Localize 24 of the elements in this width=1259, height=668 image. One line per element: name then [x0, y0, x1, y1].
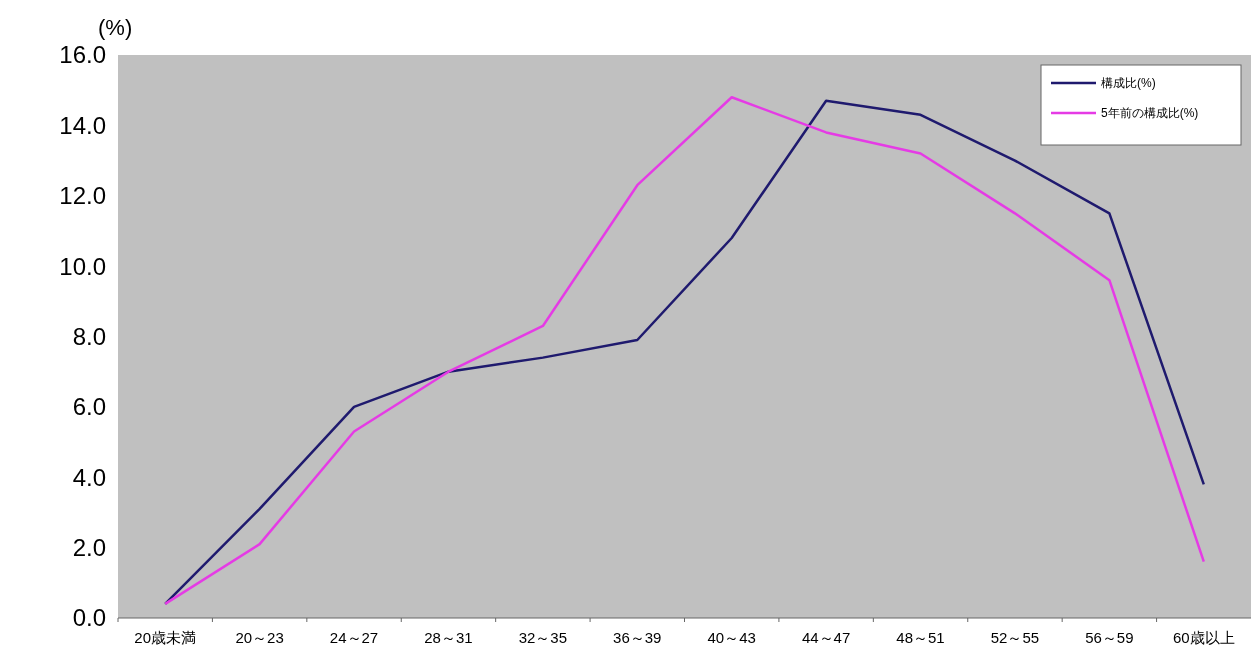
y-tick-label: 6.0 — [72, 393, 106, 421]
y-tick-label: 0.0 — [72, 604, 106, 632]
y-tick-label: 14.0 — [59, 111, 106, 139]
x-tick-label: 36～39 — [613, 629, 662, 646]
x-tick-label: 40～43 — [707, 629, 756, 646]
y-tick-label: 16.0 — [59, 41, 106, 69]
y-tick-label: 10.0 — [59, 252, 106, 280]
x-tick-label: 20～23 — [235, 629, 284, 646]
x-tick-label: 28～31 — [424, 629, 473, 646]
y-tick-label: 12.0 — [59, 182, 106, 210]
x-tick-label: 60歳以上 — [1172, 629, 1235, 646]
y-tick-label: 4.0 — [72, 463, 106, 491]
y-axis-title: (%) — [98, 15, 133, 40]
legend-label: 5年前の構成比(%) — [1101, 106, 1199, 121]
x-tick-label: 24～27 — [329, 629, 379, 646]
x-tick-label: 32～35 — [518, 629, 568, 646]
y-tick-label: 2.0 — [72, 534, 106, 562]
x-tick-label: 20歳未満 — [134, 629, 197, 646]
x-tick-label: 48～51 — [896, 629, 945, 646]
x-tick-label: 52～55 — [990, 629, 1040, 646]
legend-label: 構成比(%) — [1101, 76, 1156, 91]
x-tick-label: 56～59 — [1085, 629, 1134, 646]
x-tick-label: 44～47 — [801, 629, 851, 646]
y-tick-label: 8.0 — [72, 322, 106, 350]
